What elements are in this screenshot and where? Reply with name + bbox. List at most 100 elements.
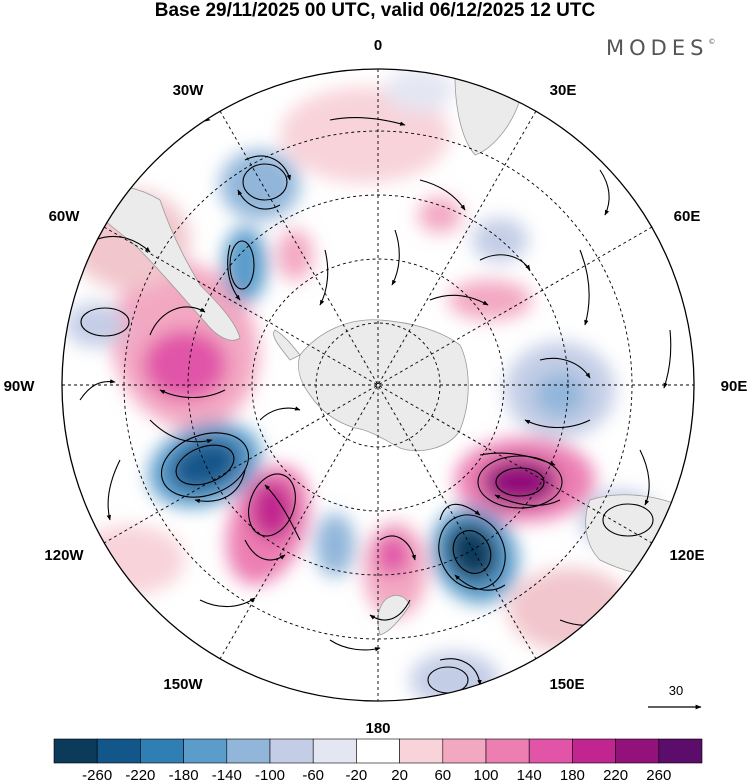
wind-vector (237, 189, 281, 210)
wind-vector (524, 419, 591, 428)
contour-ring (477, 455, 563, 509)
colorbar-tick-label: 20 (391, 767, 408, 783)
wind-vector (329, 116, 406, 126)
contour-ring (602, 503, 654, 537)
wind-vector (539, 357, 591, 379)
anomaly-negative-se-deep (446, 522, 498, 582)
lon-label-120e: 120E (669, 547, 704, 564)
wind-vector (663, 329, 672, 389)
logo-text: MODES (606, 36, 709, 60)
wind-vector (369, 599, 411, 621)
contour-ring (438, 514, 506, 590)
new-zealand (377, 595, 411, 636)
colorbar-swatch (269, 738, 314, 764)
contour-ring (175, 444, 235, 486)
anomaly-positive-sw-edge (75, 525, 185, 595)
colorbar-tick-label: -220 (125, 767, 155, 783)
anomaly-positive-se (508, 568, 632, 652)
wind-vector (149, 306, 206, 336)
wind-vector (391, 229, 400, 286)
anomaly-negative-south-small (315, 513, 355, 577)
logo-mark: © (708, 38, 716, 46)
colorbar-tick-label: -100 (255, 767, 285, 783)
wind-vector (429, 294, 489, 306)
colorbar-tick-label: -180 (169, 767, 199, 783)
contour-ring (160, 432, 250, 498)
wind-vector (329, 639, 381, 652)
contour-ring (248, 473, 296, 537)
anomaly-positive-south-core (376, 535, 410, 575)
colorbar-swatch (312, 738, 357, 764)
wind-vector (106, 459, 121, 521)
colorbar-swatch (53, 738, 98, 764)
longitude-labels: 0 30E 60E 90E 120E 150E 180 150W 120W 90… (4, 37, 748, 737)
anomaly-negative-top (385, 69, 455, 112)
colorbar-tick-label: 140 (517, 767, 542, 783)
colorbar-swatch (528, 738, 573, 764)
wind-vector (379, 535, 416, 561)
wind-vector (479, 452, 556, 466)
map-boundary (61, 68, 695, 702)
colorbar-tick-label: 100 (473, 767, 498, 783)
colorbar-swatch (442, 738, 487, 764)
wind-vector (479, 254, 531, 271)
colorbar-swatch (399, 738, 444, 764)
contour-ring (80, 307, 130, 337)
wind-vector (264, 484, 301, 541)
colorbar-tick-label: -60 (302, 767, 324, 783)
wind-vector (639, 449, 650, 506)
lon-label-90e: 90E (721, 378, 748, 395)
anomaly-negative-atlantic-b (223, 227, 267, 303)
map-disc (62, 69, 694, 701)
colorbar-tick-label: -20 (346, 767, 368, 783)
colorbar-tick-label: 60 (434, 767, 451, 783)
contour-ring (495, 467, 545, 497)
anomaly-positive-ne (448, 280, 532, 320)
colorbar-swatch (615, 738, 660, 764)
wind-vector (159, 389, 226, 398)
page-title: Base 29/11/2025 00 UTC, valid 06/12/2025… (154, 0, 596, 21)
wind-vector (599, 169, 610, 216)
wind-vector (454, 574, 506, 591)
wind-vector (319, 249, 329, 306)
lon-label-30e: 30E (550, 82, 577, 99)
wind-vector (259, 406, 301, 421)
wind-vector (494, 494, 561, 506)
colorbar-swatch (572, 738, 616, 764)
lon-label-0: 0 (374, 37, 382, 54)
colorbar-tick-label: 260 (646, 767, 671, 783)
wind-vector (149, 419, 213, 444)
anomaly-contours (80, 163, 654, 694)
anomaly-negative-west-deep (170, 439, 240, 491)
lon-label-180: 180 (365, 720, 390, 737)
wind-vector (79, 379, 116, 401)
graticule (62, 69, 694, 701)
wind-vector (439, 503, 481, 521)
colorbar-swatch (658, 738, 703, 764)
wind-vector (244, 539, 286, 561)
anomaly-field (65, 69, 660, 701)
lon-label-150w: 150W (163, 676, 203, 693)
colorbar-tick-label: 180 (560, 767, 585, 783)
colorbar-swatch (96, 738, 141, 764)
wind-vector (419, 179, 466, 211)
anomaly-negative-indian-core (535, 373, 585, 417)
contour-ring (229, 240, 255, 290)
anomaly-positive-east-core (482, 458, 558, 506)
colorbar-swatch (183, 738, 228, 764)
anomaly-positive-nw-small (277, 229, 313, 281)
anomaly-positive-north (280, 87, 450, 183)
lon-label-60w: 60W (49, 208, 81, 225)
wind-vector (94, 235, 151, 253)
colorbar-tick-label: -260 (82, 767, 112, 783)
colorbar-swatch (140, 738, 184, 764)
contour-ring (242, 163, 288, 201)
wind-vector (579, 249, 590, 326)
colorbar: -260 -220 -180 -140 -100 -60 -20 20 60 100 140 180 2… (53, 738, 703, 783)
antarctica (298, 319, 469, 452)
anomaly-positive-north-core (418, 197, 462, 233)
wind-vector (227, 244, 241, 301)
wind-vector (244, 155, 291, 181)
anomaly-positive-ross-core (250, 480, 294, 540)
colorbar-tick-label: -140 (212, 767, 242, 783)
